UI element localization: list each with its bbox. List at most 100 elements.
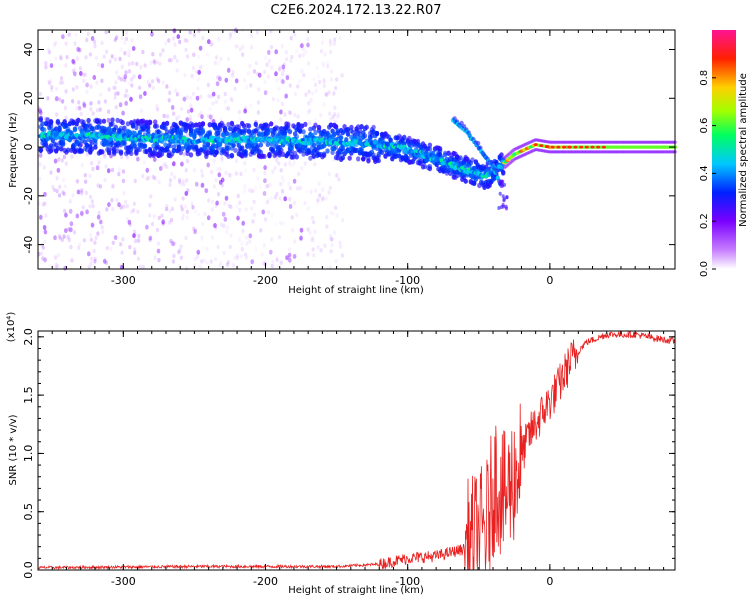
spectrogram-point xyxy=(113,91,118,97)
spectrogram-point xyxy=(96,62,100,67)
spectrogram-point xyxy=(216,132,221,138)
spectrogram-point xyxy=(297,79,302,84)
spectrogram-point xyxy=(243,127,248,133)
spectrogram-point xyxy=(290,215,294,220)
x-tick-label: -200 xyxy=(253,274,278,287)
spectrogram-point xyxy=(118,56,122,62)
spectrogram-point xyxy=(113,124,119,130)
colorbar-tick-label: 0.2 xyxy=(699,213,710,229)
spectrogram-point xyxy=(242,188,247,193)
spectrogram-point xyxy=(87,265,91,270)
spectrogram-point xyxy=(312,220,316,225)
spectrogram-point xyxy=(113,235,118,241)
spectrogram-point xyxy=(296,114,300,119)
spectrogram-point xyxy=(115,148,120,154)
spectrogram-point xyxy=(282,221,286,226)
spectrogram-point xyxy=(288,160,292,165)
spectrogram-point xyxy=(257,87,261,92)
spectrogram-point xyxy=(260,260,265,265)
spectrogram-point xyxy=(186,158,190,164)
spectrogram-point xyxy=(280,188,285,194)
spectrogram-point xyxy=(121,110,125,116)
spectrogram-point xyxy=(584,145,589,149)
spectrogram-point xyxy=(269,196,273,201)
spectrogram-point xyxy=(188,152,194,158)
spectrogram-point xyxy=(123,51,127,56)
spectrogram-point xyxy=(127,219,132,225)
spectrogram-point xyxy=(257,131,262,137)
spectrogram-point xyxy=(169,58,173,63)
spectrogram-point xyxy=(266,197,270,202)
spectrogram-point xyxy=(78,106,82,112)
spectrogram-point xyxy=(125,203,130,209)
spectrogram-point xyxy=(55,112,59,117)
spectrogram-point xyxy=(265,130,270,136)
y-tick-label: 2.0 xyxy=(22,328,35,346)
spectrogram-point xyxy=(196,249,201,255)
spectrogram-point xyxy=(211,101,215,106)
spectrogram-point xyxy=(211,235,215,240)
spectrogram-point xyxy=(49,78,53,83)
spectrogram-point xyxy=(345,131,351,137)
spectrogram-point xyxy=(170,171,174,177)
spectrogram-point xyxy=(249,83,253,88)
spectrogram-point xyxy=(96,183,100,188)
spectrogram-point xyxy=(327,171,331,177)
spectrogram-point xyxy=(50,84,54,90)
spectrogram-point xyxy=(58,184,62,190)
spectrogram-point xyxy=(319,49,323,54)
spectrogram-point xyxy=(288,204,293,209)
spectrogram-point xyxy=(501,202,505,207)
spectrogram-point xyxy=(187,144,192,150)
spectrogram-point xyxy=(206,162,210,168)
spectrogram-point xyxy=(501,170,506,176)
spectrogram-point xyxy=(308,230,312,235)
spectrogram-point xyxy=(236,124,241,130)
spectrogram-point xyxy=(195,95,200,101)
spectrogram-point xyxy=(132,208,136,213)
spectrogram-point xyxy=(88,173,92,179)
spectrogram-point xyxy=(313,122,318,128)
spectrogram-point xyxy=(222,250,226,256)
spectrogram-point xyxy=(58,97,62,102)
spectrogram-point xyxy=(331,115,335,120)
spectrogram-point xyxy=(296,122,301,128)
spectrogram-point xyxy=(127,53,131,58)
spectrogram-point xyxy=(291,228,295,233)
spectrogram-point xyxy=(338,135,344,141)
spectrogram-point xyxy=(183,204,188,209)
spectrogram-point xyxy=(197,28,201,33)
spectrogram-point xyxy=(267,58,271,64)
spectrogram-point xyxy=(84,179,88,184)
spectrogram-point xyxy=(200,64,204,69)
spectrogram-point xyxy=(164,129,170,135)
spectrogram-point xyxy=(287,129,293,135)
spectrogram-point xyxy=(329,69,334,74)
spectrogram-point xyxy=(325,148,330,154)
spectrogram-point xyxy=(146,175,150,181)
spectrogram-point xyxy=(93,259,97,264)
spectrogram-point xyxy=(321,60,325,66)
spectrogram-point xyxy=(280,175,284,180)
spectrogram-point xyxy=(259,228,263,233)
spectrogram-point xyxy=(279,117,283,122)
spectrogram-point xyxy=(249,33,253,38)
spectrogram-point xyxy=(100,149,105,155)
spectrogram-point xyxy=(299,227,304,233)
spectrogram-point xyxy=(152,214,156,219)
spectrogram-point xyxy=(201,246,205,251)
spectrogram-point xyxy=(275,256,279,261)
spectrogram-point xyxy=(293,32,297,37)
spectrogram-point xyxy=(93,240,97,245)
spectrogram-point xyxy=(312,253,316,258)
spectrogram-point xyxy=(201,35,205,41)
spectrogram-point xyxy=(275,78,279,83)
spectrogram-point xyxy=(68,199,72,204)
spectrogram-point xyxy=(328,38,332,44)
spectrogram-point xyxy=(199,110,203,116)
spectrogram-point xyxy=(545,145,549,149)
spectrogram-point xyxy=(238,207,242,213)
spectrogram-point xyxy=(64,115,68,120)
spectrogram-point xyxy=(235,253,240,258)
spectrogram-point xyxy=(213,223,217,228)
